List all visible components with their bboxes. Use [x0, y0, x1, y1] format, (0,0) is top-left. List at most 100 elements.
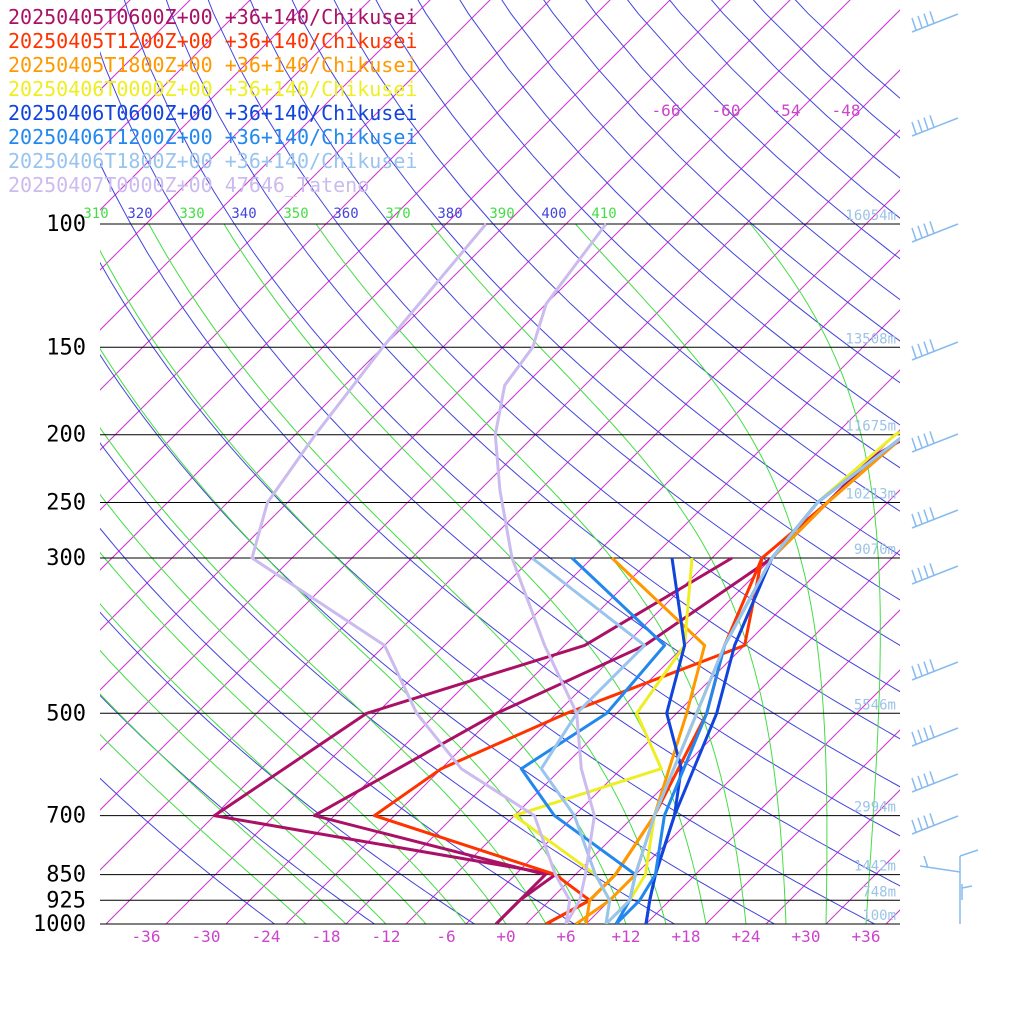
dry-adiabat-line — [100, 777, 276, 924]
pressure-tick-label: 200 — [46, 423, 86, 448]
dry-adiabat-line — [459, 0, 900, 426]
dry-adiabat-line — [710, 0, 900, 179]
dry-adiabat-line — [100, 527, 576, 924]
wind-barb-flag — [929, 115, 935, 128]
upper-temperature-label: -48 — [832, 101, 861, 120]
theta-label: 410 — [591, 206, 616, 222]
wind-barb-flag — [961, 885, 973, 889]
wind-barb-flag — [911, 17, 917, 31]
wind-barb-flag — [929, 659, 935, 672]
wind-barb-flag — [911, 345, 917, 359]
temperature-tick-label: +0 — [496, 927, 515, 946]
legend-entry: 20250405T1800Z+00 +36+140/Chikusei — [8, 53, 417, 77]
wind-barb-flag — [917, 225, 923, 239]
dry-adiabat-line — [375, 0, 900, 512]
wind-barb-shaft — [911, 341, 959, 361]
isotherm-line — [585, 609, 900, 924]
wind-barb-flag — [911, 121, 917, 135]
pressure-tick-label: 700 — [46, 804, 86, 829]
temperature-series-line — [545, 437, 900, 924]
temperature-tick-label: +24 — [732, 927, 761, 946]
wind-barb-flag — [917, 511, 923, 525]
temperature-tick-label: +12 — [612, 927, 641, 946]
upper-temperature-label: -60 — [712, 101, 741, 120]
wind-barb-flag — [929, 563, 935, 576]
theta-label: 350 — [283, 206, 308, 222]
height-label: 9070m — [854, 542, 896, 558]
dry-adiabat-line — [100, 354, 776, 924]
legend-entry: 20250405T1200Z+00 +36+140/Chikusei — [8, 29, 417, 53]
moist-adiabat-line — [100, 347, 587, 924]
temperature-tick-label: +30 — [792, 927, 821, 946]
dry-adiabat-line — [501, 0, 900, 384]
wind-barb-flag — [929, 813, 935, 826]
wind-barb-flag — [929, 431, 935, 444]
wind-barb-shaft — [911, 727, 959, 747]
temperature-series-line — [493, 223, 608, 924]
pressure-tick-label: 925 — [46, 888, 86, 913]
temperature-series-line — [312, 439, 900, 924]
pressure-tick-label: 100 — [46, 212, 86, 237]
dry-adiabat-line — [417, 0, 900, 469]
wind-barb-flag — [929, 771, 935, 784]
height-label: 16054m — [845, 208, 896, 224]
theta-label: 370 — [385, 206, 410, 222]
height-label: 13508m — [845, 331, 896, 347]
wind-barb-flag — [911, 777, 917, 791]
wind-barb-flag — [923, 433, 929, 446]
dry-adiabat-line — [291, 0, 900, 601]
dry-adiabat-line — [668, 0, 900, 219]
wind-barb-flag — [911, 513, 917, 527]
temperature-tick-label: +18 — [672, 927, 701, 946]
upper-temperature-labels: -66 -60 -54 -48 — [652, 101, 861, 120]
dry-adiabat-line — [100, 51, 900, 837]
height-label: 748m — [862, 884, 896, 900]
pressure-tick-label: 850 — [46, 863, 86, 888]
height-label: 10213m — [845, 487, 896, 503]
legend-entry: 20250406T0000Z+00 +36+140/Chikusei — [8, 77, 417, 101]
pressure-tick-label: 1000 — [33, 912, 86, 937]
height-labels: 16054m 13508m 11675m 10213m 9070m 5546m 2994m 1… — [845, 208, 896, 924]
wind-barb-flag — [923, 815, 929, 828]
wind-barb-shaft — [911, 815, 959, 835]
dry-adiabat-line — [123, 0, 900, 788]
wind-barb-flag — [917, 343, 923, 357]
wind-barb-flag — [929, 221, 935, 234]
wind-barb-flag — [911, 569, 917, 583]
wind-barb-flag — [929, 11, 935, 24]
isotherm-line — [645, 669, 900, 924]
dry-adiabat-line — [207, 0, 900, 693]
temperature-series-line — [604, 430, 900, 924]
wind-barb-flag — [917, 729, 923, 743]
upper-temperature-label: -66 — [652, 101, 681, 120]
wind-barb-flag — [923, 773, 929, 786]
wind-barb-flag — [911, 819, 917, 833]
legend-entry: 20250406T1800Z+00 +36+140/Chikusei — [8, 149, 417, 173]
dry-adiabat-line — [543, 0, 900, 342]
wind-barb-shaft — [919, 865, 961, 873]
dry-adiabat-lines — [100, 0, 900, 924]
pressure-tick-label: 500 — [46, 701, 86, 726]
wind-barb-shaft — [911, 433, 959, 453]
wind-barb-flag — [959, 849, 979, 857]
wind-barb-flag — [917, 567, 923, 581]
wind-barb-shaft — [911, 223, 959, 243]
upper-temperature-label: -54 — [772, 101, 801, 120]
isotherm-line — [100, 0, 251, 151]
wind-barb-shaft — [911, 773, 959, 793]
wind-barb-flag — [929, 725, 935, 738]
wind-barb-flag — [923, 117, 929, 130]
temperature-tick-label: -30 — [192, 927, 221, 946]
wind-barb-flag — [911, 227, 917, 241]
wind-barb-shaft — [911, 565, 959, 585]
dry-adiabat-line — [100, 611, 476, 924]
isotherm-line — [100, 0, 491, 391]
pressure-tick-label: 300 — [46, 546, 86, 571]
moist-adiabat-line — [223, 223, 707, 924]
theta-label: 330 — [179, 206, 204, 222]
wind-barb-flag — [917, 817, 923, 831]
isotherm-line — [100, 0, 431, 331]
theta-labels: 310 320 330 340 350 360 370 380 390 400 410 — [83, 206, 616, 222]
